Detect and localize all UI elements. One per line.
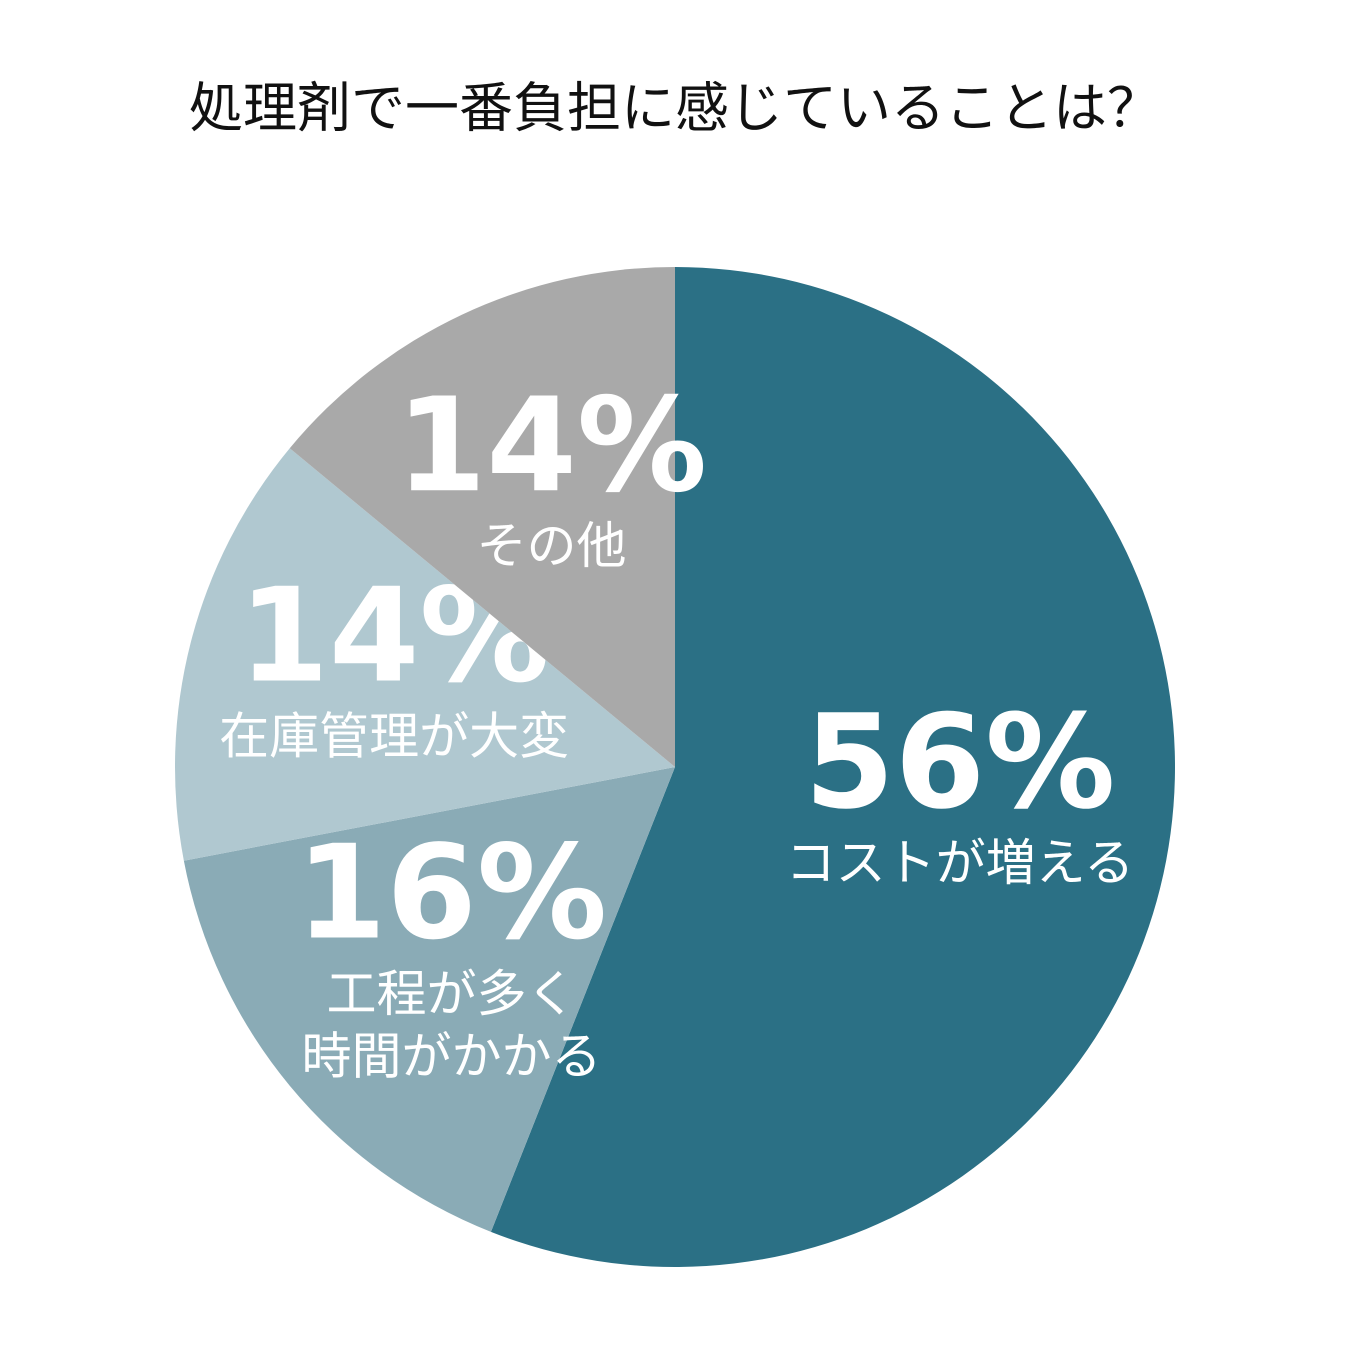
category-label: 在庫管理が大変: [219, 707, 569, 765]
category-label: その他: [477, 517, 627, 575]
value-label: 14%: [396, 369, 707, 521]
value-label: 16%: [296, 816, 607, 968]
chart-title: 処理剤で一番負担に感じていることは？: [189, 77, 1161, 140]
pie-slice: [490, 267, 1175, 1267]
category-label: 工程が多く時間がかかる: [302, 964, 602, 1084]
pie-slice: [183, 767, 675, 1232]
value-label: 56%: [804, 686, 1115, 838]
pie-slice: [174, 448, 675, 861]
pie-slice: [289, 267, 675, 767]
category-label: コストが増える: [786, 834, 1135, 892]
